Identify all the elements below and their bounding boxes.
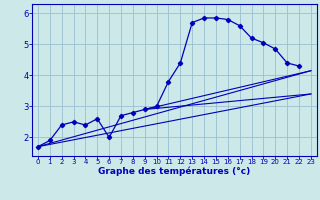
X-axis label: Graphe des températures (°c): Graphe des températures (°c) xyxy=(98,167,251,176)
